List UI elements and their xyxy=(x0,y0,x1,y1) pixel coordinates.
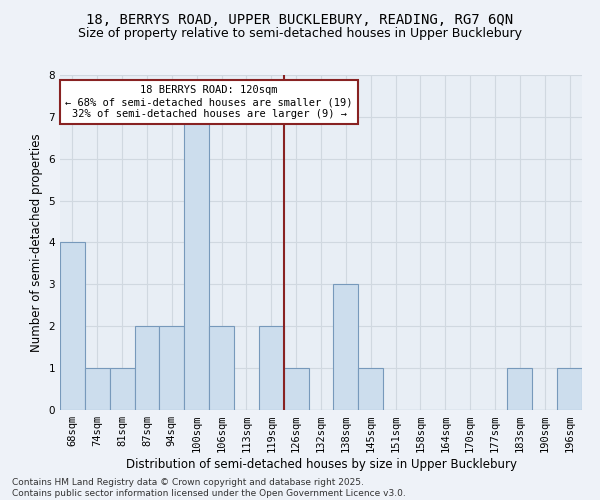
Text: 18 BERRYS ROAD: 120sqm
← 68% of semi-detached houses are smaller (19)
32% of sem: 18 BERRYS ROAD: 120sqm ← 68% of semi-det… xyxy=(65,86,353,118)
Bar xyxy=(259,326,284,410)
Bar xyxy=(557,368,582,410)
Bar xyxy=(209,326,234,410)
Bar xyxy=(160,326,184,410)
Text: 18, BERRYS ROAD, UPPER BUCKLEBURY, READING, RG7 6QN: 18, BERRYS ROAD, UPPER BUCKLEBURY, READI… xyxy=(86,12,514,26)
Text: Contains HM Land Registry data © Crown copyright and database right 2025.
Contai: Contains HM Land Registry data © Crown c… xyxy=(12,478,406,498)
Bar xyxy=(85,368,110,410)
Bar xyxy=(508,368,532,410)
Bar xyxy=(358,368,383,410)
Bar xyxy=(184,117,209,410)
Bar xyxy=(60,242,85,410)
Bar xyxy=(134,326,160,410)
Y-axis label: Number of semi-detached properties: Number of semi-detached properties xyxy=(30,133,43,352)
Text: Size of property relative to semi-detached houses in Upper Bucklebury: Size of property relative to semi-detach… xyxy=(78,28,522,40)
Bar xyxy=(284,368,308,410)
Bar xyxy=(110,368,134,410)
Bar xyxy=(334,284,358,410)
X-axis label: Distribution of semi-detached houses by size in Upper Bucklebury: Distribution of semi-detached houses by … xyxy=(125,458,517,471)
